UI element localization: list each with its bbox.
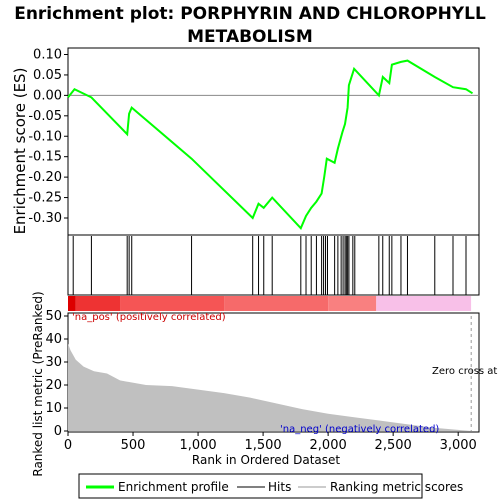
ranked-ytick-label: 20 [45, 378, 62, 393]
pos-correlated-label: 'na_pos' (positively correlated) [72, 312, 226, 323]
hits-panel-frame [67, 234, 480, 296]
neg-correlated-label: 'na_neg' (negatively correlated) [280, 424, 439, 435]
es-ytick-label: -0.10 [28, 129, 62, 144]
colorbar-segment [224, 296, 329, 311]
chart-title-line2: METABOLISM [187, 27, 313, 47]
colorbar-segment [328, 296, 377, 311]
ranked-ytick-label: 50 [45, 309, 62, 324]
x-tick-label: 2,000 [310, 438, 347, 453]
legend-enrichment-label: Enrichment profile [118, 480, 229, 494]
x-tick-label: 500 [121, 438, 146, 453]
enrichment-profile-line [67, 59, 474, 231]
zero-cross-label: Zero cross at 3 [432, 366, 500, 377]
colorbar-segment [75, 296, 121, 311]
x-tick-label: 1,000 [179, 438, 216, 453]
es-ytick-label: 0.05 [33, 68, 62, 83]
legend: Enrichment profile Hits Ranking metric sco… [86, 480, 463, 494]
ranked-ytick-label: 30 [45, 355, 62, 370]
x-tick-label: 3,000 [440, 438, 477, 453]
es-panel-frame [67, 47, 480, 236]
es-yticks: 0.10 0.05 0.00 -0.05 -0.10 -0.15 -0.20 -0.25 -0.… [28, 48, 68, 226]
legend-box [78, 473, 423, 499]
ranked-ytick-label: 0 [54, 424, 62, 439]
x-tick-label: 2,500 [375, 438, 412, 453]
es-ytick-label: -0.05 [28, 109, 62, 124]
ranked-metric-area [68, 343, 472, 431]
x-axis-label: Rank in Ordered Dataset [192, 453, 340, 467]
es-ytick-label: 0.00 [33, 88, 62, 103]
colorbar-segment [376, 296, 472, 311]
ranked-colorbar [68, 296, 479, 311]
es-ytick-label: -0.20 [28, 170, 62, 185]
ranked-ylabel: Ranked list metric (PreRanked) [31, 291, 45, 476]
ranked-ytick-label: 10 [45, 401, 62, 416]
x-tick-label: 0 [64, 438, 72, 453]
es-ytick-label: -0.30 [28, 211, 62, 226]
es-ytick-label: -0.25 [28, 191, 62, 206]
colorbar-segment-blank [471, 296, 479, 311]
es-ylabel: Enrichment score (ES) [11, 68, 29, 235]
chart-title-line1: Enrichment plot: PORPHYRIN AND CHLOROPHY… [14, 4, 486, 24]
ranked-yticks: 0 10 20 30 40 50 [45, 309, 68, 439]
colorbar-segment [68, 296, 76, 311]
x-tick-label: 1,500 [244, 438, 281, 453]
legend-ranking-label: Ranking metric scores [330, 480, 463, 494]
legend-hits-label: Hits [268, 480, 291, 494]
colorbar-segment [120, 296, 225, 311]
ranked-ytick-label: 40 [45, 332, 62, 347]
es-ytick-label: -0.15 [28, 150, 62, 165]
hits-group [72, 236, 467, 295]
es-ytick-label: 0.10 [33, 48, 62, 63]
x-axis-ticks: 0 500 1,000 1,500 2,000 2,500 3,000 [64, 432, 477, 453]
